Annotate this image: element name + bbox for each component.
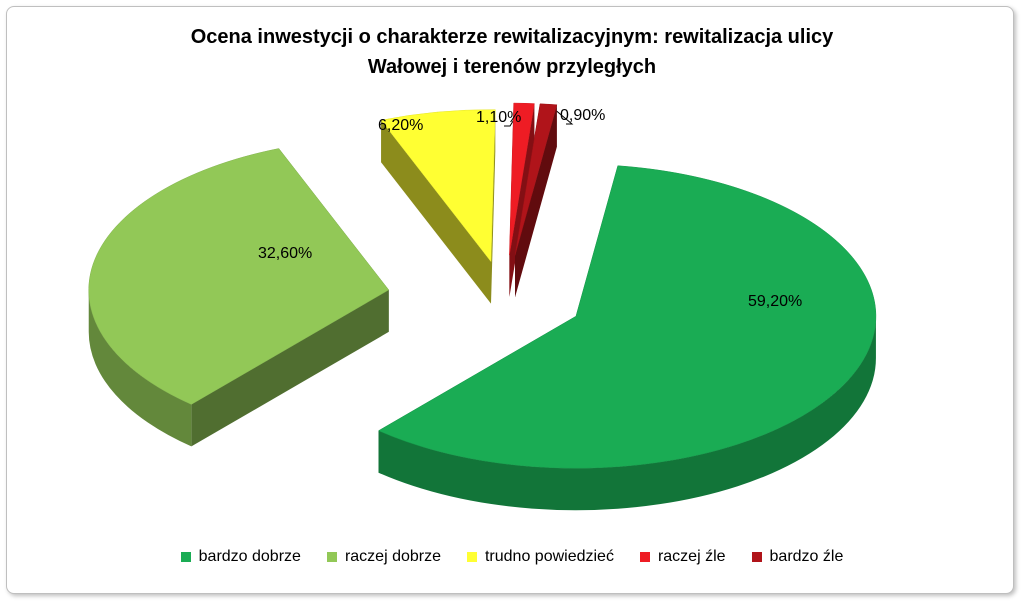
legend-label: bardzo źle	[769, 548, 844, 565]
legend-swatch	[466, 552, 477, 562]
data-label-2: 32,60%	[258, 245, 312, 262]
pie-slices	[88, 102, 877, 511]
pie-slice-2	[88, 148, 390, 447]
legend-swatch	[639, 552, 650, 562]
pie-slice-wall	[191, 289, 389, 447]
data-label-5: 0,90%	[560, 107, 605, 124]
data-label-3: 6,20%	[378, 117, 423, 134]
legend-item: trudno powiedzieć	[466, 548, 614, 566]
data-label-4: 1,10%	[476, 109, 521, 126]
data-labels: 59,20% 32,60% 6,20% 1,10% 0,90%	[258, 107, 802, 310]
pie-slice-3	[380, 109, 496, 304]
legend-item: bardzo źle	[751, 548, 844, 566]
legend-swatch	[180, 552, 191, 562]
pie-slice-wall	[491, 109, 496, 304]
pie-slice-wall	[509, 103, 535, 298]
pie-slice-1	[378, 165, 877, 511]
pie-slice-top	[88, 148, 390, 405]
chart-title-line2: Wałowej i terenów przyległych	[367, 56, 657, 78]
legend-label: trudno powiedzieć	[484, 548, 614, 565]
pie-slice-top	[514, 103, 558, 256]
pie-slice-top	[378, 165, 877, 469]
legend-label: bardzo dobrze	[198, 548, 301, 565]
legend-item: bardzo dobrze	[180, 548, 301, 566]
pie-slice-rim	[378, 316, 876, 511]
pie-slice-wall	[381, 120, 492, 304]
chart-title-line1: Ocena inwestycji o charakterze rewitaliz…	[190, 26, 834, 48]
legend-item: raczej źle	[639, 548, 726, 566]
legend-swatch	[751, 552, 762, 562]
pie-slice-top	[509, 102, 535, 256]
legend: bardzo dobrze raczej dobrze trudno powiedz…	[0, 548, 1024, 566]
legend-label: raczej źle	[657, 548, 726, 565]
pie-slice-wall	[515, 104, 557, 298]
pie-slice-4	[509, 102, 535, 298]
legend-swatch	[326, 552, 337, 562]
legend-label: raczej dobrze	[344, 548, 441, 565]
pie-slice-5	[514, 103, 558, 298]
pie-slice-rim	[88, 289, 192, 447]
chart-title: Ocena inwestycji o charakterze rewitaliz…	[0, 22, 1024, 82]
legend-item: raczej dobrze	[326, 548, 441, 566]
data-label-1: 59,20%	[748, 293, 802, 310]
pie-slice-top	[380, 109, 496, 263]
